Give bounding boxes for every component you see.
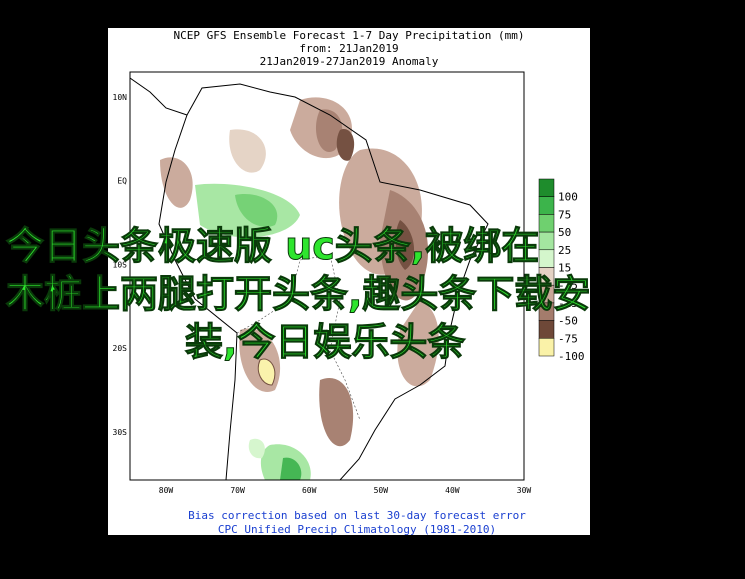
overlay-line: 装,今日娱乐头条 xyxy=(185,320,466,365)
legend-label: -50 xyxy=(558,315,578,328)
map-title: NCEP GFS Ensemble Forecast 1-7 Day Preci… xyxy=(174,29,525,42)
legend-label: 15 xyxy=(558,262,571,275)
legend-label: -15 xyxy=(558,279,578,292)
lon-label: 50W xyxy=(374,486,389,495)
lon-label: 30W xyxy=(517,486,532,495)
legend-label: -75 xyxy=(558,332,578,345)
lat-label: 10N xyxy=(113,93,128,102)
lon-label: 60W xyxy=(302,486,317,495)
overlay-line: 木桩上两腿打开头条,趣头条下载安 xyxy=(6,272,591,317)
lon-label: 40W xyxy=(445,486,460,495)
lat-label: 20S xyxy=(113,344,128,353)
legend-label: -100 xyxy=(558,350,585,363)
overlay-line: 今日头条极速版 uc头条,被绑在 xyxy=(6,224,540,269)
footer-text: Bias correction based on last 30-day for… xyxy=(188,509,526,522)
legend-swatch xyxy=(538,196,555,215)
legend-swatch xyxy=(538,338,555,357)
lat-label: 10S xyxy=(113,260,128,269)
legend-label: 25 xyxy=(558,244,571,257)
lat-label: EQ xyxy=(117,177,127,186)
footer-text: CPC Unified Precip Climatology (1981-201… xyxy=(218,523,496,536)
legend-label: 75 xyxy=(558,208,571,221)
map-area xyxy=(130,77,489,480)
lon-label: 80W xyxy=(159,486,174,495)
legend: 100 75 50 25 15 -15 -25 -50 -75 -100 xyxy=(538,178,585,363)
legend-label: 100 xyxy=(558,191,578,204)
lat-label: 30S xyxy=(113,428,128,437)
legend-label: -25 xyxy=(558,297,578,310)
map-title: 21Jan2019-27Jan2019 Anomaly xyxy=(260,55,439,68)
legend-swatch xyxy=(538,178,555,197)
lon-label: 70W xyxy=(230,486,245,495)
map-frame xyxy=(129,71,525,481)
map-title: from: 21Jan2019 xyxy=(299,42,398,55)
legend-label: 50 xyxy=(558,226,571,239)
